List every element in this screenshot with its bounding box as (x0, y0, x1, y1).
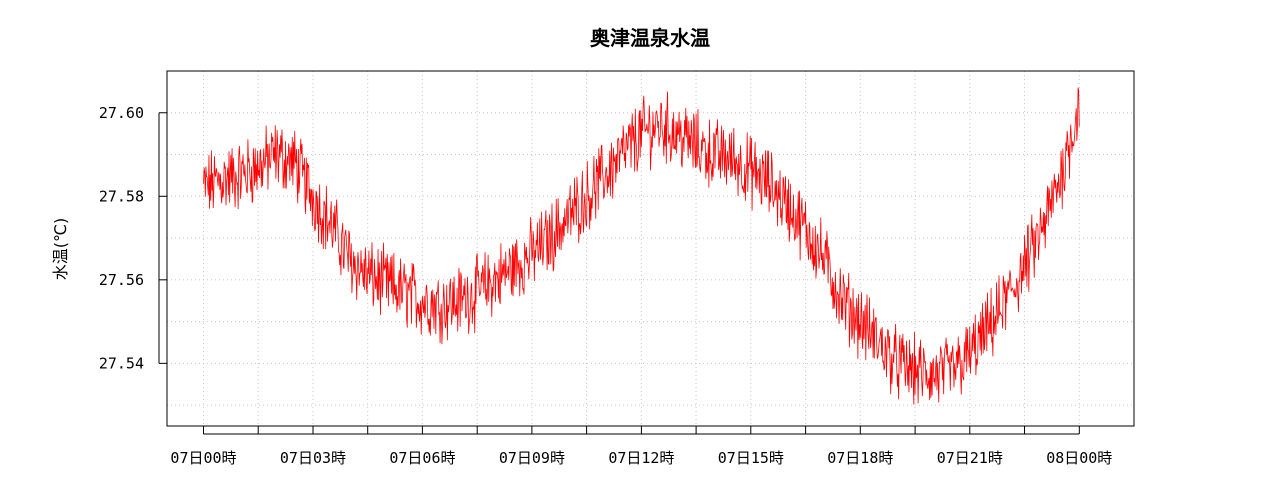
chart-title: 奥津温泉水温 (590, 26, 710, 50)
y-tick-label: 27.56 (99, 271, 144, 289)
y-tick-label: 27.60 (99, 104, 144, 122)
x-tick-label: 07日09時 (499, 449, 565, 467)
y-axis: 27.54 27.56 27.58 27.60 (99, 104, 167, 372)
y-tick-label: 27.54 (99, 354, 144, 372)
x-tick-label: 08日00時 (1046, 449, 1112, 467)
plot-frame (166, 70, 1135, 427)
x-tick-label: 07日21時 (937, 449, 1003, 467)
series-layer (203, 87, 1080, 405)
x-tick-label: 07日00時 (170, 449, 236, 467)
x-tick-label: 07日03時 (280, 449, 346, 467)
x-tick-label: 07日12時 (608, 449, 674, 467)
x-axis: 07日00時 07日03時 07日06時 07日09時 07日12時 07日15時 07日1… (170, 426, 1112, 467)
y-axis-label: 水温(℃) (51, 218, 70, 280)
x-tick-label: 07日18時 (827, 449, 893, 467)
grid (167, 71, 1134, 426)
series-line (203, 87, 1080, 405)
x-tick-label: 07日06時 (389, 449, 455, 467)
y-tick-label: 27.58 (99, 187, 144, 205)
x-tick-label: 07日15時 (718, 449, 784, 467)
